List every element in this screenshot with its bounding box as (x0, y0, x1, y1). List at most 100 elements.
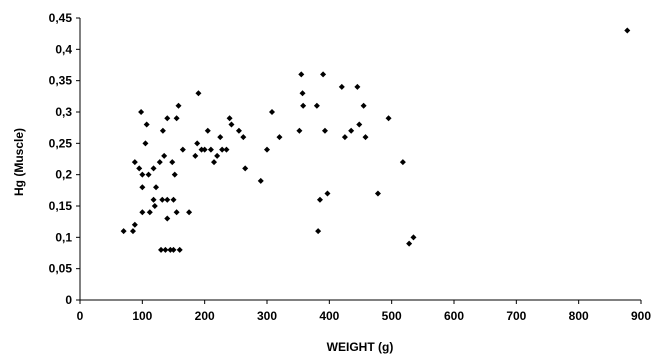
data-point (171, 171, 178, 178)
x-tick-label: 900 (631, 309, 651, 323)
data-point (194, 140, 201, 147)
data-point (139, 171, 146, 178)
data-point (276, 134, 283, 141)
data-point (164, 196, 171, 203)
y-axis-title: Hg (Muscle) (12, 128, 26, 196)
data-point (139, 184, 146, 191)
data-point (228, 121, 235, 128)
data-point (320, 71, 327, 78)
data-point (300, 102, 307, 109)
data-point (161, 152, 168, 159)
data-point (242, 165, 249, 172)
x-tick-label: 800 (569, 309, 589, 323)
data-point (211, 159, 218, 166)
data-point (204, 127, 211, 134)
data-point (198, 146, 205, 153)
x-tick-label: 700 (506, 309, 526, 323)
data-point (214, 152, 221, 159)
data-point (257, 177, 264, 184)
data-point (145, 171, 152, 178)
data-point (179, 146, 186, 153)
y-tick-label: 0,45 (49, 11, 73, 25)
data-points (120, 27, 631, 253)
y-tick-label: 0,25 (49, 136, 73, 150)
data-point (150, 196, 157, 203)
data-point (223, 146, 230, 153)
data-point (146, 209, 153, 216)
data-point (156, 159, 163, 166)
data-point (150, 165, 157, 172)
data-point (341, 134, 348, 141)
data-point (385, 115, 392, 122)
data-point (164, 215, 171, 222)
data-point (195, 90, 202, 97)
y-axis-ticks: 0 0,05 0,1 0,15 0,2 0,25 0,3 0,35 0,4 0,45 (49, 11, 80, 307)
data-point (217, 134, 224, 141)
data-point (164, 115, 171, 122)
data-point (374, 190, 381, 197)
data-point (354, 83, 361, 90)
data-point (175, 102, 182, 109)
data-point (170, 196, 177, 203)
data-point (169, 159, 176, 166)
data-point (167, 246, 174, 253)
y-tick-label: 0,1 (55, 230, 72, 244)
data-point (129, 228, 136, 235)
data-point (356, 121, 363, 128)
data-point (131, 221, 138, 228)
data-point (399, 159, 406, 166)
data-point (235, 127, 242, 134)
data-point (324, 190, 331, 197)
data-point (207, 146, 214, 153)
y-tick-label: 0,4 (55, 42, 72, 56)
data-point (264, 146, 270, 153)
data-point (159, 196, 166, 203)
x-tick-label: 200 (195, 309, 215, 323)
data-point (138, 109, 145, 115)
data-point (226, 115, 233, 122)
data-point (192, 152, 199, 159)
x-axis-ticks: 0 100 200 300 400 500 600 700 800 900 (77, 300, 651, 323)
x-tick-label: 600 (444, 309, 464, 323)
data-point (176, 246, 183, 253)
data-point (298, 71, 305, 78)
x-axis-title: WEIGHT (g) (327, 340, 394, 354)
y-tick-label: 0,35 (49, 74, 73, 88)
data-point (186, 209, 193, 216)
x-tick-label: 300 (257, 309, 277, 323)
data-point (268, 109, 275, 115)
plot-area: 0 0,05 0,1 0,15 0,2 0,25 0,3 0,35 0,4 0,45 0 100 20… (49, 11, 652, 323)
data-point (162, 246, 169, 253)
data-point (313, 102, 320, 109)
data-point (362, 134, 369, 141)
data-point (315, 228, 322, 235)
y-tick-label: 0,3 (55, 105, 72, 119)
data-point (120, 228, 127, 235)
y-tick-label: 0,15 (49, 199, 73, 213)
data-point (410, 234, 417, 241)
y-tick-label: 0 (65, 293, 72, 307)
data-point (139, 209, 146, 216)
data-point (316, 196, 323, 203)
x-tick-label: 500 (382, 309, 402, 323)
data-point (201, 146, 208, 153)
data-point (136, 165, 143, 172)
data-point (143, 121, 150, 128)
data-point (153, 184, 160, 191)
data-point (142, 140, 149, 147)
data-point (296, 127, 303, 134)
data-point (338, 83, 345, 90)
data-point (348, 127, 355, 134)
data-point (173, 209, 180, 216)
data-point (299, 90, 306, 97)
y-tick-label: 0,2 (55, 168, 72, 182)
data-point (406, 240, 413, 247)
data-point (321, 127, 328, 134)
data-point (151, 203, 158, 209)
data-point (240, 134, 247, 141)
data-point (159, 127, 166, 134)
data-point (360, 102, 367, 109)
data-point (624, 27, 631, 34)
x-tick-label: 0 (77, 309, 84, 323)
